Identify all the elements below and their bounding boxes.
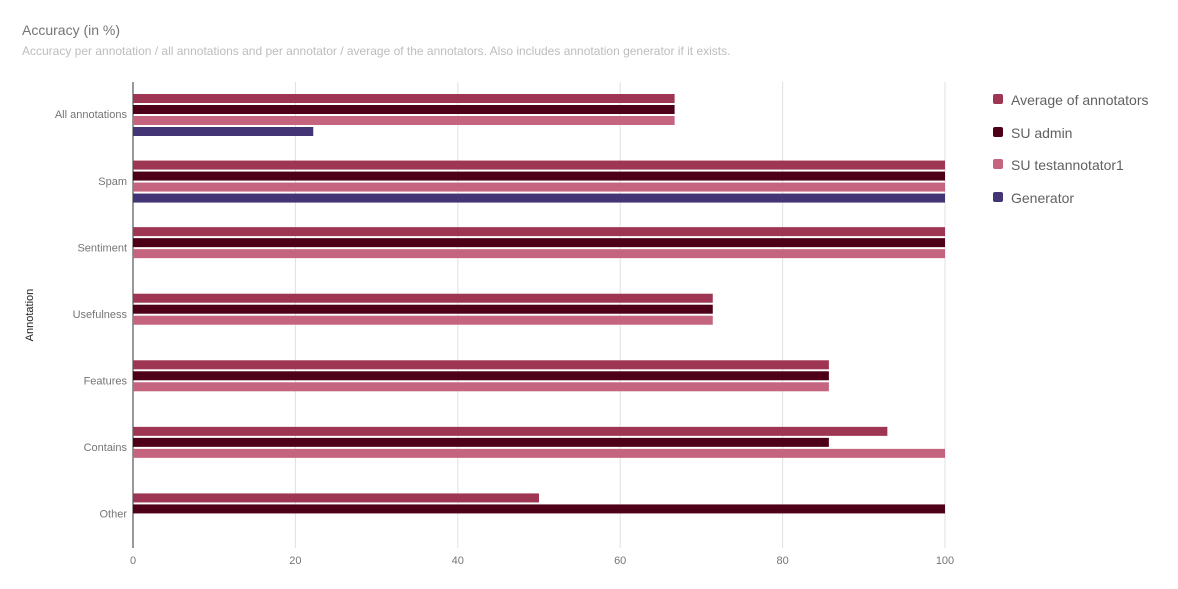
bar-su-testannotator1-usefulness[interactable] <box>133 315 713 325</box>
bar-su-testannotator1-features[interactable] <box>133 382 829 392</box>
bar-su-admin-spam[interactable] <box>133 171 945 181</box>
bar-average-of-annotators-sentiment[interactable] <box>133 227 945 237</box>
bar-average-of-annotators-usefulness[interactable] <box>133 293 713 303</box>
legend-swatch <box>993 159 1003 169</box>
y-category-labels: All annotations Spam Sentiment Usefulness Fe… <box>55 109 128 520</box>
x-tick-label: 100 <box>936 555 954 567</box>
bar-su-testannotator1-spam[interactable] <box>133 182 945 192</box>
x-tick-label: 60 <box>614 555 626 567</box>
y-category-label: All annotations <box>55 109 128 121</box>
bar-su-admin-contains[interactable] <box>133 437 829 447</box>
bar-average-of-annotators-all-annotations[interactable] <box>133 94 675 103</box>
y-category-label: Spam <box>98 176 127 188</box>
bar-su-admin-other[interactable] <box>133 504 945 514</box>
bar-su-testannotator1-contains[interactable] <box>133 448 945 458</box>
bar-su-testannotator1-all-annotations[interactable] <box>133 116 675 125</box>
bar-su-admin-features[interactable] <box>133 371 829 381</box>
legend-item-average-of-annotators[interactable]: Average of annotators <box>993 92 1149 125</box>
bar-su-testannotator1-sentiment[interactable] <box>133 249 945 259</box>
y-category-label: Features <box>84 375 128 387</box>
chart-subtitle: Accuracy per annotation / all annotation… <box>22 44 731 58</box>
bar-average-of-annotators-other[interactable] <box>133 493 539 503</box>
y-axis-title: Annotation <box>24 289 36 342</box>
x-tick-label: 20 <box>289 555 301 567</box>
y-category-label: Usefulness <box>73 309 128 321</box>
bars <box>133 94 945 514</box>
legend-item-su-testannotator1[interactable]: SU testannotator1 <box>993 157 1149 190</box>
y-category-label: Other <box>99 509 127 521</box>
bar-generator-all-annotations[interactable] <box>133 127 314 136</box>
legend-swatch <box>993 126 1003 137</box>
chart-title: Accuracy (in %) <box>22 22 121 38</box>
legend-swatch <box>993 94 1003 104</box>
legend-label: Generator <box>1011 189 1075 206</box>
bar-su-admin-usefulness[interactable] <box>133 304 713 314</box>
legend-item-generator[interactable]: Generator <box>993 190 1149 223</box>
y-category-label: Sentiment <box>77 242 127 254</box>
legend-swatch <box>993 191 1003 202</box>
bar-generator-spam[interactable] <box>133 193 945 203</box>
chart-legend: Average of annotators SU admin SU testanno… <box>993 92 1149 222</box>
bar-su-admin-all-annotations[interactable] <box>133 105 675 114</box>
y-category-label: Contains <box>84 442 128 454</box>
grid-lines <box>132 82 946 548</box>
x-tick-label: 40 <box>452 555 464 567</box>
x-tick-label: 80 <box>776 555 788 567</box>
legend-label: SU admin <box>1011 124 1073 141</box>
bar-su-admin-sentiment[interactable] <box>133 238 945 248</box>
x-tick-labels: 0 20 40 60 80 100 <box>130 555 954 567</box>
bar-average-of-annotators-features[interactable] <box>133 360 829 370</box>
x-tick-label: 0 <box>130 555 136 567</box>
legend-label: SU testannotator1 <box>1011 157 1124 173</box>
legend-label: Average of annotators <box>1011 92 1149 108</box>
bar-average-of-annotators-contains[interactable] <box>133 426 888 436</box>
bar-average-of-annotators-spam[interactable] <box>133 160 945 170</box>
legend-item-su-admin[interactable]: SU admin <box>993 125 1149 158</box>
